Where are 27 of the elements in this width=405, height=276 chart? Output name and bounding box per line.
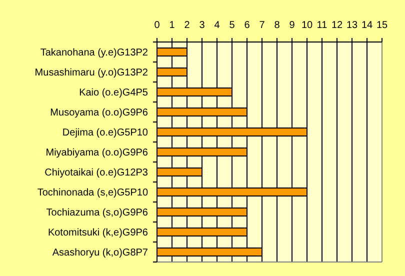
- x-tick-label: 0: [154, 20, 160, 31]
- y-tick-label: Tochiazuma (s,o)G9P6: [46, 208, 148, 218]
- x-tick-label: 8: [274, 20, 280, 31]
- y-tick-label: Musoyama (o.o)G9P6: [50, 108, 148, 118]
- x-tick-label: 14: [361, 20, 373, 31]
- x-tick-label: 5: [229, 20, 236, 31]
- x-tick-label: 10: [301, 20, 313, 31]
- y-tick-label: Miyabiyama (o.o)G9P6: [46, 148, 148, 158]
- x-tick-label: 9: [289, 20, 296, 31]
- x-tick-label: 3: [199, 20, 206, 31]
- x-tick-label: 13: [346, 20, 358, 31]
- x-tick-label: 12: [331, 20, 343, 31]
- y-tick-label: Kotomitsuki (k,e)G9P6: [48, 228, 148, 238]
- x-tick-label: 1: [169, 20, 176, 31]
- y-tick-label: Takanohana (y.e)G13P2: [40, 48, 148, 58]
- y-tick-label: Dejima (o.e)G5P10: [62, 128, 148, 138]
- y-tick-label: Tochinonada (s,e)G5P10: [37, 188, 148, 198]
- x-tick-label: 15: [376, 20, 388, 31]
- x-tick-label: 4: [214, 20, 220, 31]
- y-tick-label: Musashimaru (y.o)G13P2: [34, 68, 148, 78]
- x-tick-label: 2: [184, 20, 190, 31]
- x-tick-label: 7: [259, 20, 266, 31]
- y-tick-label: Asashoryu (k,o)G8P7: [52, 248, 148, 258]
- x-tick-label: 6: [244, 20, 250, 31]
- y-tick-label: Kaio (o.e)G4P5: [79, 88, 148, 98]
- x-tick-label: 11: [316, 20, 328, 31]
- y-tick-label: Chiyotaikai (o.e)G12P3: [44, 168, 148, 178]
